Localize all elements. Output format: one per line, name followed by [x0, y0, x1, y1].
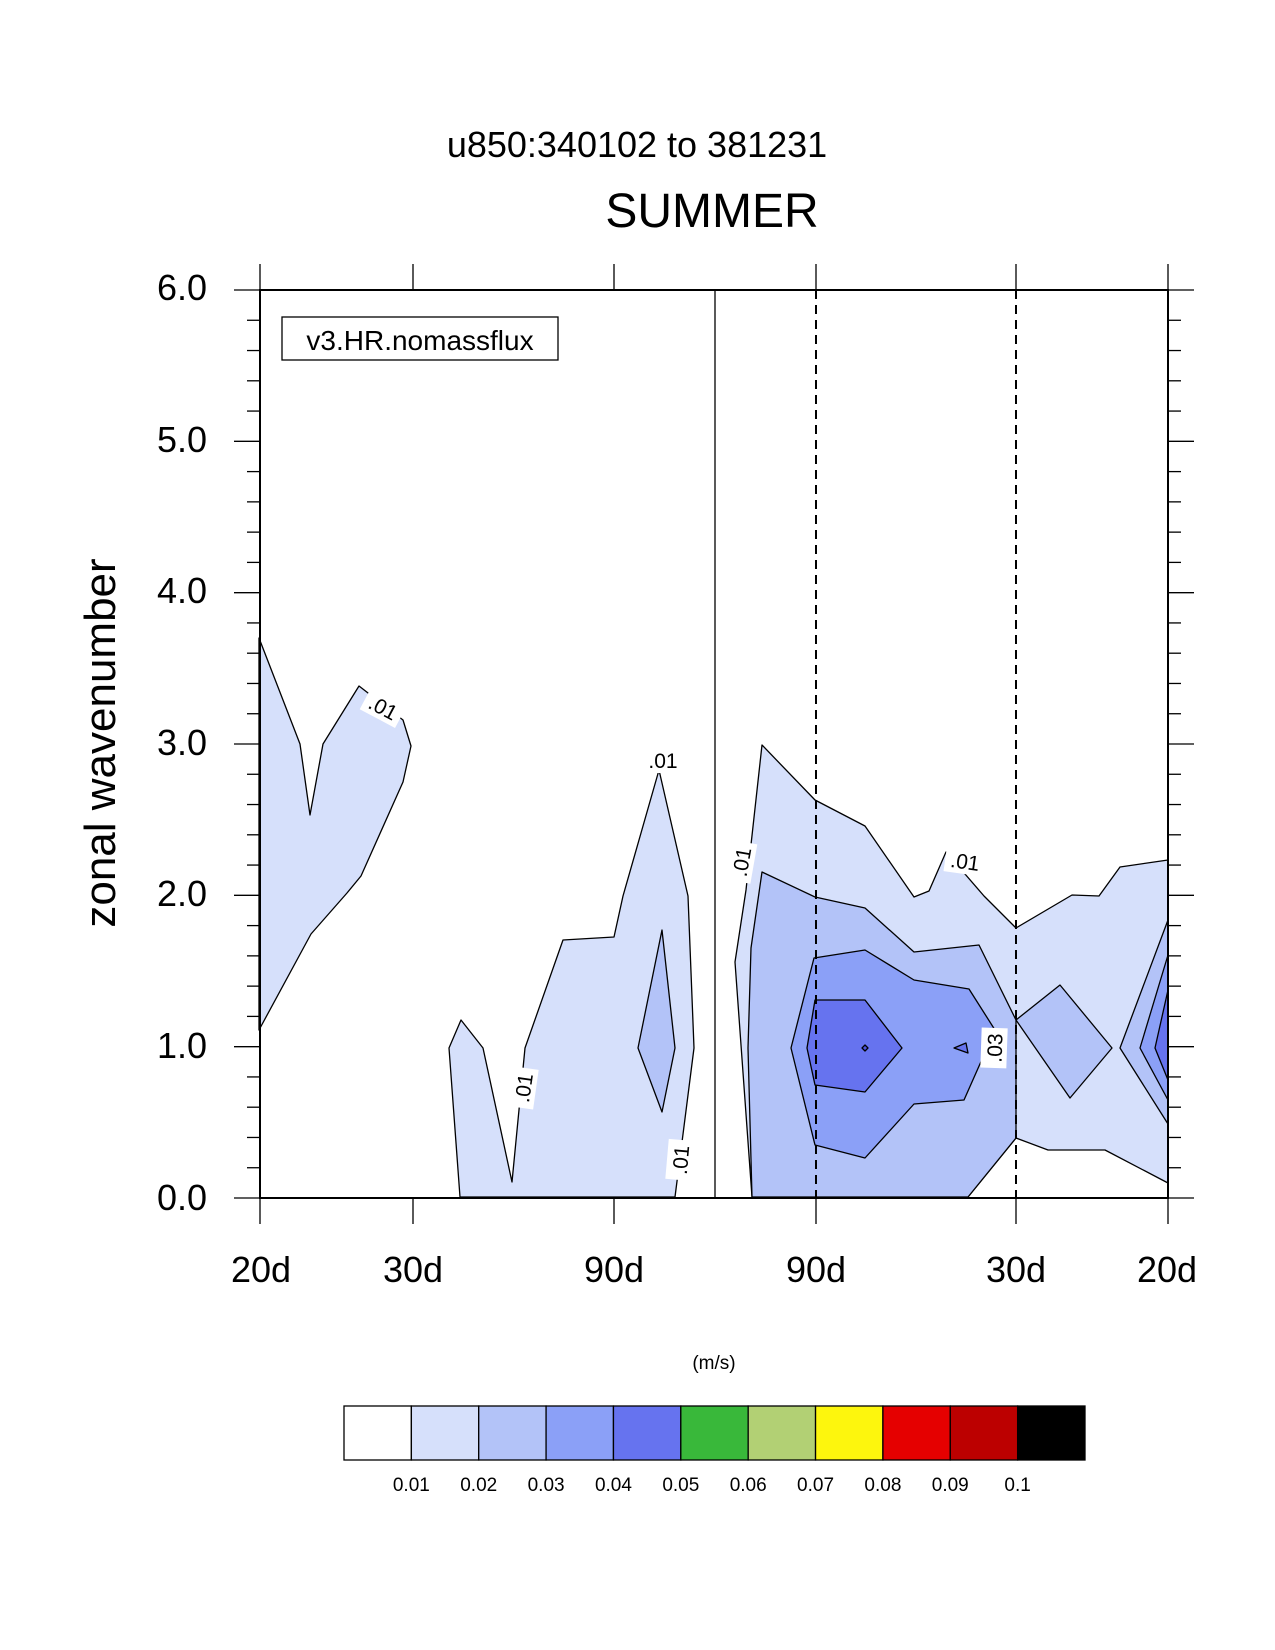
colorbar-swatch	[343, 1405, 413, 1461]
contour-label-005: .01	[724, 839, 758, 884]
y-tick-label: 5.0	[157, 419, 207, 460]
colorbar-level-label: 0.07	[797, 1475, 834, 1496]
colorbar-unit-label: (m/s)	[692, 1353, 735, 1374]
y-axis-label: zonal wavenumber	[76, 558, 125, 927]
colorbar-swatch	[882, 1405, 951, 1461]
contour-label-text: .01	[648, 750, 677, 773]
colorbar-level-label: 0.1	[1004, 1475, 1030, 1496]
colorbar-level-label: 0.01	[393, 1475, 430, 1496]
colorbar-swatch	[1016, 1405, 1086, 1461]
colorbar-level-label: 0.09	[932, 1475, 969, 1496]
legend-box	[281, 316, 559, 361]
colorbar-level-label: 0.02	[460, 1475, 497, 1496]
x-tick-label: 30d	[986, 1249, 1046, 1290]
contour-label-text: .01	[949, 849, 981, 876]
y-tick-label: 6.0	[157, 267, 207, 308]
colorbar-swatch	[612, 1405, 682, 1461]
contour-label-bg	[359, 686, 408, 728]
colorbar-level-label: 0.08	[864, 1475, 901, 1496]
contour-fill-012	[861, 1044, 869, 1052]
y-tick-label: 1.0	[157, 1025, 207, 1066]
x-tick-label: 20d	[231, 1249, 291, 1290]
colorbar-swatch	[814, 1405, 884, 1461]
contour-label-bg	[943, 845, 987, 877]
colorbar-labels: 0.01 0.02 0.03 0.04 0.05 0.06 0.07 0.08 0.09 0.1	[393, 1475, 1031, 1496]
colorbar-level-label: 0.03	[528, 1475, 565, 1496]
colorbar-swatch	[747, 1405, 817, 1461]
contour-label-bg	[724, 839, 758, 884]
contour-label-002: .01	[643, 747, 683, 773]
contour-label-text: .01	[669, 1144, 694, 1175]
chart-title: SUMMER	[605, 185, 818, 238]
x-tick-labels: 20d 30d 90d 90d 30d 20d	[231, 1249, 1197, 1290]
contour-label-bg	[980, 1027, 1008, 1069]
contour-label-006: .01	[943, 845, 987, 877]
colorbar-level-label: 0.06	[730, 1475, 767, 1496]
contour-label-text: .01	[511, 1072, 538, 1104]
colorbar-swatch	[949, 1405, 1019, 1461]
y-tick-label: 0.0	[157, 1177, 207, 1218]
contour-labels: .01 .01 .01 .01 .01 .01 .03	[359, 686, 1008, 1181]
contour-fill-003	[637, 929, 676, 1113]
x-tick-label: 90d	[786, 1249, 846, 1290]
contour-label-003: .01	[507, 1066, 539, 1110]
legend-label: v3.HR.nomassflux	[306, 325, 533, 356]
x-tick-label: 20d	[1137, 1249, 1197, 1290]
contour-fill-002	[448, 769, 695, 1198]
x-tick-label: 30d	[383, 1249, 443, 1290]
contour-fill-006	[1015, 984, 1113, 1099]
contour-fill-013	[953, 1042, 969, 1054]
contour-label-bg	[665, 1138, 695, 1181]
axis-ticks	[234, 264, 1194, 1224]
contour-fill-001	[258, 637, 412, 1031]
contour-label-text: .01	[729, 846, 757, 879]
y-tick-label: 2.0	[157, 873, 207, 914]
contour-label-bg	[643, 747, 683, 773]
colorbar-swatch	[680, 1405, 749, 1461]
reference-lines	[714, 290, 1017, 1198]
colorbar-swatch	[410, 1405, 480, 1461]
colorbar-level-label: 0.05	[662, 1475, 699, 1496]
contour-label-004: .01	[665, 1138, 695, 1181]
contour-label-007: .03	[980, 1027, 1008, 1069]
y-tick-labels: 0.0 1.0 2.0 3.0 4.0 5.0 6.0	[157, 267, 207, 1218]
colorbar-swatch	[478, 1405, 547, 1461]
chart-subtitle: u850:340102 to 381231	[447, 124, 827, 165]
colorbar-swatch	[545, 1405, 615, 1461]
colorbar-level-label: 0.04	[595, 1475, 632, 1496]
contour-label-text: .03	[983, 1033, 1007, 1063]
legend: v3.HR.nomassflux	[281, 316, 559, 361]
colorbar	[343, 1405, 1086, 1461]
contour-fill-010	[806, 999, 903, 1093]
y-tick-label: 3.0	[157, 722, 207, 763]
x-tick-label: 90d	[584, 1249, 644, 1290]
y-tick-label: 4.0	[157, 570, 207, 611]
contour-label-bg	[507, 1066, 539, 1110]
